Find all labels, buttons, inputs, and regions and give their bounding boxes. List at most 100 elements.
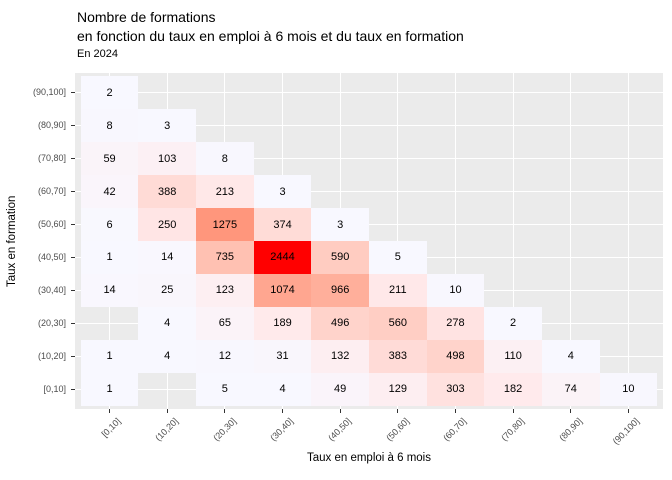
gridline-vertical <box>454 73 456 409</box>
x-tick-mark <box>109 409 111 413</box>
heatmap-cell: 1275 <box>196 208 254 241</box>
heatmap-cell: 1074 <box>253 273 312 307</box>
plot-panel: 2 8 3 59 103 8 42 388 213 3 6 250 1275 374 3 1 14 735 2444… <box>75 73 663 409</box>
heatmap-cell: 4 <box>138 306 197 340</box>
x-tick-label-text: (90,100] <box>611 416 642 447</box>
y-tick-label: (60,70] <box>37 186 66 197</box>
heatmap-cell: 4 <box>253 372 312 406</box>
x-tick-label-text: (10,20] <box>153 416 181 443</box>
y-tick-mark <box>71 158 75 160</box>
heatmap-cell: 213 <box>196 175 254 209</box>
gridline-horizontal <box>75 191 663 193</box>
heatmap-cell: 5 <box>196 372 254 406</box>
heatmap-cell: 4 <box>541 339 600 373</box>
x-tick-mark <box>224 409 226 413</box>
heatmap-cell: 1 <box>80 339 139 373</box>
y-tick-mark <box>71 388 75 390</box>
heatmap-cell: 189 <box>253 306 312 340</box>
heatmap-cell: 8 <box>196 142 254 176</box>
y-tick-mark <box>71 191 75 193</box>
heatmap-cell: 1 <box>80 241 139 274</box>
x-tick-label-text: (50,60] <box>383 416 411 443</box>
gridline-vertical <box>512 73 514 409</box>
x-tick-label-text: (70,80] <box>499 416 527 443</box>
x-tick-label-text: (30,40] <box>268 416 296 443</box>
heatmap-cell: 383 <box>369 339 427 373</box>
x-axis-title: Taux en emploi à 6 mois <box>306 452 431 464</box>
y-tick-label: [0,10] <box>43 383 66 394</box>
heatmap-cell: 590 <box>311 241 369 274</box>
heatmap-cell: 49 <box>311 372 369 406</box>
heatmap-cell: 735 <box>196 241 254 274</box>
heatmap-cell: 42 <box>80 175 139 209</box>
chart-title: Nombre de formations en fonction du taux… <box>77 8 464 46</box>
y-tick-label: (50,60] <box>37 219 66 230</box>
y-tick-label: (90,100] <box>32 87 66 98</box>
heatmap-cell: 2 <box>484 306 542 340</box>
heatmap-cell: 250 <box>138 208 197 241</box>
y-tick-label: (40,50] <box>37 251 66 262</box>
heatmap-cell: 10 <box>599 372 658 406</box>
heatmap-cell: 1 <box>80 372 139 406</box>
x-tick-label-text: (60,70] <box>441 416 469 443</box>
gridline-horizontal <box>75 125 663 127</box>
heatmap-cell: 496 <box>311 306 369 340</box>
x-tick-mark <box>570 409 572 413</box>
y-tick-label: (10,20] <box>37 350 66 361</box>
y-tick-label: (20,30] <box>37 317 66 328</box>
heatmap-cell: 14 <box>80 273 139 307</box>
x-tick-mark <box>282 409 284 413</box>
gridline-vertical <box>627 73 629 409</box>
heatmap-cell: 132 <box>311 339 369 373</box>
chart-title-line1: Nombre de formations <box>77 9 216 25</box>
heatmap-cell: 278 <box>426 306 485 340</box>
heatmap-cell: 129 <box>369 372 427 406</box>
y-tick-mark <box>71 256 75 258</box>
y-tick-label: (70,80] <box>37 153 66 164</box>
heatmap-cell: 3 <box>138 109 197 143</box>
x-tick-label-text: (80,90] <box>556 416 584 443</box>
x-tick-mark <box>397 409 399 413</box>
heatmap-cell: 4 <box>138 339 197 373</box>
y-tick-label: (30,40] <box>37 284 66 295</box>
y-tick-mark <box>71 355 75 357</box>
heatmap-cell: 110 <box>484 339 542 373</box>
heatmap-cell: 374 <box>253 208 312 241</box>
heatmap-cell: 14 <box>138 241 197 274</box>
heatmap-cell: 8 <box>80 109 139 143</box>
x-tick-label-text: (20,30] <box>211 416 238 443</box>
heatmap-cell: 59 <box>80 142 139 176</box>
heatmap-cell: 25 <box>138 273 197 307</box>
gridline-vertical <box>570 73 572 409</box>
heatmap-cell: 182 <box>484 372 542 406</box>
heatmap-cell: 388 <box>138 175 197 209</box>
y-tick-mark <box>71 289 75 291</box>
heatmap-cell: 498 <box>426 339 485 373</box>
heatmap-cell: 74 <box>541 372 600 406</box>
x-tick-mark <box>627 409 629 413</box>
heatmap-cell: 303 <box>426 372 485 406</box>
heatmap-cell: 211 <box>369 273 427 307</box>
heatmap-cell: 12 <box>196 339 254 373</box>
heatmap-cell: 31 <box>253 339 312 373</box>
y-tick-mark <box>71 92 75 94</box>
heatmap-cell: 560 <box>369 306 427 340</box>
x-tick-mark <box>166 409 168 413</box>
heatmap-cell: 2 <box>80 76 139 110</box>
x-tick-mark <box>512 409 514 413</box>
heatmap-cell: 123 <box>196 273 254 307</box>
heatmap-cell: 3 <box>253 175 312 209</box>
y-tick-mark <box>71 224 75 226</box>
gridline-horizontal <box>75 158 663 160</box>
heatmap-cell: 6 <box>80 208 139 241</box>
heatmap-cell: 2444 <box>253 241 312 274</box>
x-tick-label-text: [0,10] <box>99 416 123 440</box>
heatmap-cell: 3 <box>311 208 369 241</box>
heatmap-cell: 103 <box>138 142 197 176</box>
heatmap-cell: 65 <box>196 306 254 340</box>
x-tick-mark <box>454 409 456 413</box>
heatmap-cell: 966 <box>311 273 369 307</box>
x-tick-label-text: (40,50] <box>326 416 354 443</box>
y-tick-mark <box>71 322 75 324</box>
